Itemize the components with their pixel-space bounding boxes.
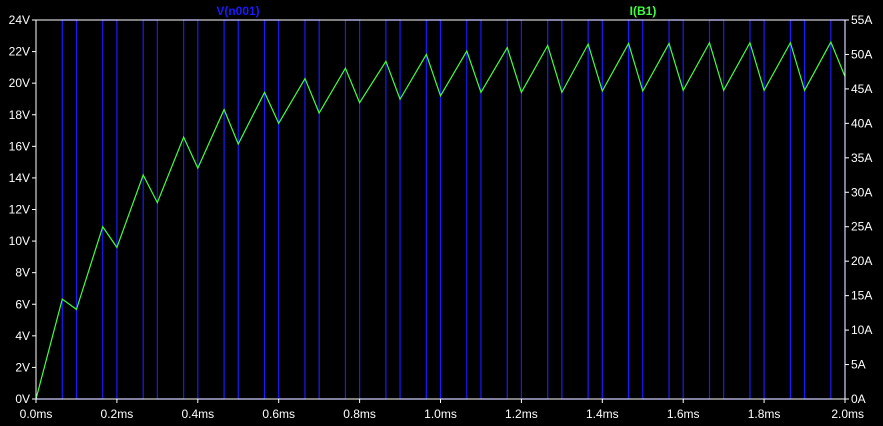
x-axis-tick-label: 1.4ms xyxy=(586,407,619,421)
left-axis-tick-label: 8V xyxy=(15,266,30,280)
left-axis-tick-label: 0V xyxy=(15,392,30,406)
right-axis-tick-label: 20A xyxy=(851,254,872,268)
trace-layer xyxy=(36,19,845,400)
right-axis-tick-label: 15A xyxy=(851,289,872,303)
x-axis-tick-label: 0.4ms xyxy=(181,407,214,421)
right-axis-tick-label: 55A xyxy=(851,13,872,27)
left-axis-tick-label: 16V xyxy=(9,139,30,153)
right-axis-tick-label: 30A xyxy=(851,185,872,199)
left-axis-tick-label: 10V xyxy=(9,234,30,248)
trace-labels: V(n001) I(B1) xyxy=(216,4,656,18)
left-axis-ticks: 0V 2V 4V 6V 8V 10V 12V 14V 16V 18V 20V 22V 24V xyxy=(9,13,36,406)
x-axis-tick-label: 1.8ms xyxy=(748,407,781,421)
x-axis-tick-label: 2.0ms xyxy=(831,407,864,421)
x-axis-tick-label: 0.2ms xyxy=(101,407,134,421)
x-axis-tick-label: 0.6ms xyxy=(262,407,295,421)
right-axis-tick-label: 40A xyxy=(851,116,872,130)
left-axis-tick-label: 20V xyxy=(9,76,30,90)
right-axis-tick-label: 5A xyxy=(851,358,866,372)
right-axis-tick-label: 45A xyxy=(851,82,872,96)
right-axis-tick-label: 25A xyxy=(851,220,872,234)
left-axis-tick-label: 6V xyxy=(15,297,30,311)
left-axis-tick-label: 2V xyxy=(15,360,30,374)
left-axis-tick-label: 4V xyxy=(15,329,30,343)
x-axis-tick-label: 1.6ms xyxy=(667,407,700,421)
trace-label-current[interactable]: I(B1) xyxy=(630,4,657,18)
x-axis-tick-label: 0.8ms xyxy=(343,407,376,421)
x-axis-tick-label: 1.0ms xyxy=(424,407,457,421)
trace-voltage xyxy=(36,19,845,400)
right-axis-ticks: 0A 5A 10A 15A 20A 25A 30A 35A 40A 45A 50A 55A xyxy=(845,13,872,406)
left-axis-tick-label: 24V xyxy=(9,13,30,27)
x-axis-tick-label: 0.0ms xyxy=(20,407,53,421)
x-axis-tick-label: 1.2ms xyxy=(505,407,538,421)
right-axis-tick-label: 0A xyxy=(851,392,866,406)
left-axis-tick-label: 12V xyxy=(9,203,30,217)
trace-label-voltage[interactable]: V(n001) xyxy=(216,4,259,18)
left-axis-tick-label: 18V xyxy=(9,108,30,122)
right-axis-tick-label: 50A xyxy=(851,47,872,61)
right-axis-tick-label: 35A xyxy=(851,151,872,165)
trace-current xyxy=(36,40,845,400)
left-axis-tick-label: 22V xyxy=(9,45,30,59)
left-axis-tick-label: 14V xyxy=(9,171,30,185)
right-axis-tick-label: 10A xyxy=(851,323,872,337)
x-axis-ticks: 0.0ms 0.2ms 0.4ms 0.6ms 0.8ms 1.0ms 1.2ms 1.4ms… xyxy=(20,399,864,421)
